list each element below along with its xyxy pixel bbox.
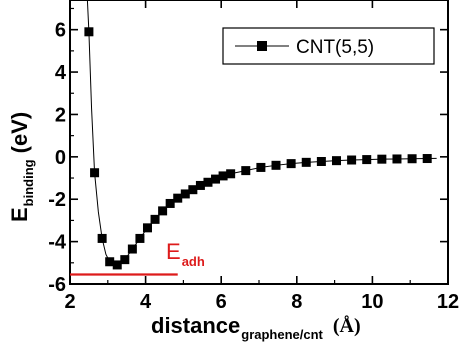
data-point — [286, 159, 296, 169]
data-point — [316, 157, 326, 166]
data-point — [331, 156, 341, 166]
data-point — [271, 160, 281, 170]
x-axis-label-sub: graphene/cnt — [241, 327, 323, 342]
data-point — [407, 154, 417, 164]
y-axis-label-sub: binding — [21, 159, 36, 206]
data-point — [422, 154, 432, 164]
x-axis-label-main: distance — [151, 313, 240, 338]
y-axis-label: Ebinding (eV) — [7, 112, 36, 222]
label-layer: distancegraphene/cnt (Å) Ebinding (eV) — [7, 112, 361, 342]
data-point — [226, 169, 236, 179]
data-point — [120, 255, 130, 265]
x-tick-label: 4 — [140, 291, 152, 313]
data-point — [256, 162, 266, 172]
x-tick-label: 12 — [437, 291, 459, 313]
y-tick-label: -6 — [48, 274, 66, 296]
data-point — [84, 27, 94, 37]
adhesion-energy-label: Eadh — [166, 239, 205, 269]
legend-marker-swatch — [257, 41, 267, 51]
x-axis-label: distancegraphene/cnt (Å) — [151, 313, 361, 342]
y-tick-label: 4 — [55, 62, 67, 84]
annotation-layer: Eadh — [70, 239, 205, 276]
x-tick-label: 8 — [291, 291, 302, 313]
data-point — [150, 214, 160, 224]
y-axis-label-unit: (eV) — [7, 112, 32, 154]
axes-layer: 2 4 6 8 10 12 -6 -4 -2 0 2 4 6 — [48, 0, 459, 313]
y-tick-label: 6 — [55, 20, 66, 42]
data-point — [218, 171, 228, 181]
data-point — [195, 180, 205, 190]
x-tick-label: 10 — [361, 291, 383, 313]
y-tick-label: 2 — [55, 104, 66, 126]
data-point — [173, 193, 183, 203]
series-layer — [84, 0, 437, 270]
y-tick-label: -4 — [48, 232, 67, 254]
y-tick-label: -2 — [48, 189, 66, 211]
x-axis-label-unit: (Å) — [333, 314, 361, 337]
legend-label: CNT(5,5) — [296, 37, 374, 58]
data-point — [180, 189, 190, 199]
adhesion-label-main: E — [166, 239, 181, 264]
x-tick-label: 2 — [64, 291, 75, 313]
y-axis-label-main: E — [7, 207, 32, 222]
data-point — [165, 198, 175, 208]
data-point — [188, 185, 198, 195]
data-point — [211, 174, 221, 184]
data-point — [158, 206, 168, 216]
data-point — [112, 260, 122, 270]
x-tick-label: 6 — [216, 291, 227, 313]
data-point — [90, 168, 100, 178]
legend-layer: CNT(5,5) — [222, 27, 435, 65]
data-point — [203, 177, 213, 187]
data-point — [135, 233, 145, 243]
data-point — [301, 157, 311, 167]
data-point — [97, 233, 107, 243]
data-point — [392, 154, 402, 164]
data-point — [347, 155, 357, 165]
data-point — [127, 244, 137, 254]
adhesion-label-sub: adh — [182, 254, 205, 269]
data-point — [142, 223, 152, 233]
data-point — [241, 166, 251, 176]
y-tick-label: 0 — [55, 147, 66, 169]
data-point — [377, 154, 387, 164]
data-point — [105, 257, 115, 267]
data-point — [362, 155, 372, 165]
